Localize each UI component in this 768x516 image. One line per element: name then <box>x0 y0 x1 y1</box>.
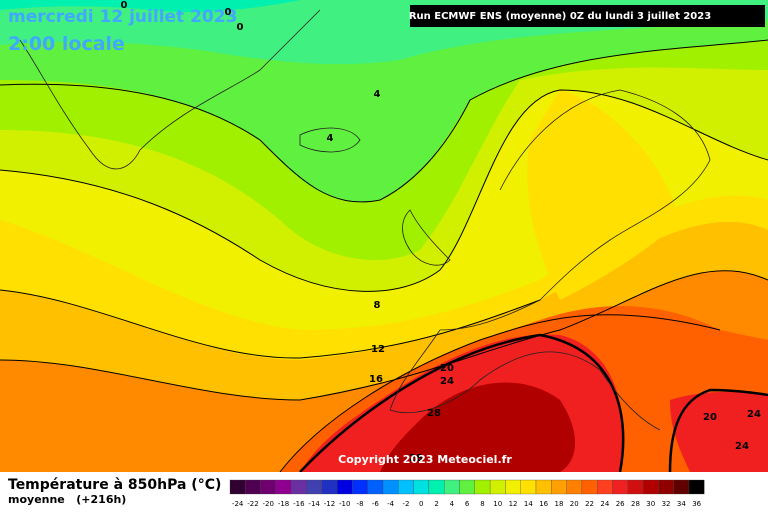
scale-swatch <box>428 479 445 495</box>
scale-swatch <box>627 479 644 495</box>
scale-swatch <box>551 479 567 495</box>
contour-label: 0 <box>121 0 128 11</box>
scale-swatch <box>367 479 384 495</box>
copyright: Copyright 2023 Meteociel.fr <box>338 453 512 466</box>
contour-label: 0 <box>225 7 232 18</box>
scale-label: 14 <box>524 500 533 508</box>
scale-swatch <box>382 479 399 495</box>
scale-swatch <box>597 479 613 495</box>
scale-swatch <box>658 479 674 495</box>
contours <box>0 39 768 473</box>
scale-label: 24 <box>600 500 609 508</box>
scale-label: 18 <box>554 500 563 508</box>
coastlines <box>19 9 711 431</box>
scale-label: 22 <box>585 500 594 508</box>
scale-label: 34 <box>677 500 686 508</box>
contour-label: 24 <box>735 441 749 452</box>
scale-swatch <box>673 479 690 495</box>
scale-label: -22 <box>247 500 258 508</box>
scale-swatch <box>489 479 506 495</box>
scale-swatch <box>566 479 583 495</box>
scale-label: 10 <box>493 500 502 508</box>
scale-label: 4 <box>450 500 455 508</box>
legend-subtitle: moyenne (+216h) <box>8 493 126 506</box>
scale-label: -6 <box>372 500 380 508</box>
scale-swatch <box>459 479 475 495</box>
scale-label: 6 <box>465 500 470 508</box>
scale-swatch <box>581 479 598 495</box>
scale-label: -18 <box>278 500 289 508</box>
contour-label: 24 <box>747 409 761 420</box>
scale-label: 30 <box>646 500 655 508</box>
scale-label: 2 <box>434 500 438 508</box>
scale-label: 20 <box>570 500 579 508</box>
scale-swatch <box>229 479 246 495</box>
scale-swatch <box>306 479 322 495</box>
scale-swatch <box>352 479 368 495</box>
scale-swatch <box>336 479 353 495</box>
map-time: 2:00 locale <box>8 33 125 55</box>
scale-label: -24 <box>232 500 244 508</box>
contour-label: 20 <box>440 363 454 374</box>
scale-swatch <box>520 479 537 495</box>
scale-swatch <box>505 479 521 495</box>
scale-swatch <box>321 479 338 495</box>
scale-label: -20 <box>263 500 274 508</box>
scale-label: 26 <box>616 500 625 508</box>
contour-label: 4 <box>327 133 334 144</box>
scale-swatch <box>444 479 460 495</box>
scale-swatch <box>474 479 491 495</box>
scale-swatch <box>291 479 307 495</box>
contour-label: 4 <box>374 89 381 100</box>
scale-label: 12 <box>509 500 518 508</box>
scale-swatch <box>688 479 705 495</box>
contour-label: 16 <box>369 374 383 385</box>
contour-label: 0 <box>237 22 244 33</box>
scale-label: -10 <box>339 500 350 508</box>
contour-label: 28 <box>409 453 423 464</box>
run-info: Run ECMWF ENS (moyenne) 0Z du lundi 3 ju… <box>409 11 711 22</box>
scale-label: -8 <box>357 500 364 508</box>
contour-label: 24 <box>440 376 454 387</box>
color-scale: -24 -22 -20 -18 -16 -14 -12 -10 -8 -6 -4 -2 0 2 4 6 8 10 1… <box>229 479 705 508</box>
run-banner <box>410 5 765 27</box>
scale-label: -12 <box>324 500 335 508</box>
scale-swatch <box>245 479 261 495</box>
contour-label: 28 <box>427 408 441 419</box>
scale-label: 32 <box>662 500 671 508</box>
scale-label: -14 <box>308 500 320 508</box>
temperature-field <box>0 0 768 472</box>
scale-swatch <box>275 479 292 495</box>
scale-swatch <box>612 479 628 495</box>
scale-label: 8 <box>480 500 484 508</box>
scale-swatch <box>260 479 277 495</box>
scale-swatch <box>535 479 552 495</box>
scale-label: 16 <box>539 500 548 508</box>
scale-swatch <box>398 479 414 495</box>
scale-label: -4 <box>387 500 395 508</box>
contour-label: 8 <box>374 300 381 311</box>
scale-swatch <box>413 479 430 495</box>
scale-label: 28 <box>631 500 640 508</box>
contour-label: 20 <box>703 412 717 423</box>
scale-label: 36 <box>692 500 701 508</box>
scale-swatch <box>642 479 659 495</box>
scale-label: -16 <box>293 500 305 508</box>
map-date: mercredi 12 juillet 2023 <box>8 7 237 27</box>
legend-title: Température à 850hPa (°C) <box>8 477 221 493</box>
contour-label: 12 <box>371 344 385 355</box>
scale-label: 0 <box>419 500 423 508</box>
scale-label: -2 <box>402 500 409 508</box>
